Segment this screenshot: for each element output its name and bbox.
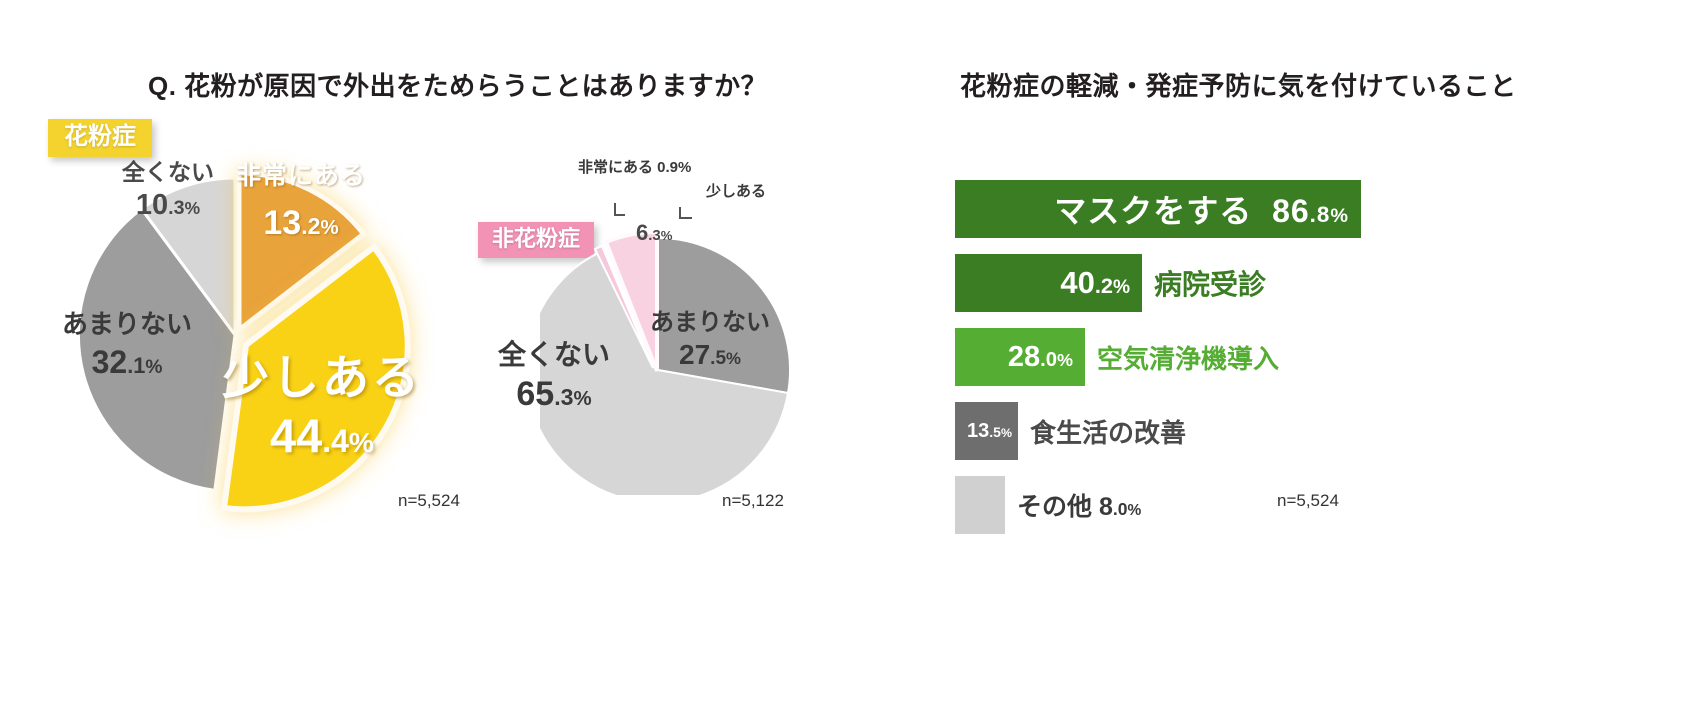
pie1-label-hijou-ni-aru-value: 13.2% [263, 203, 339, 242]
bar-other-label: その他 8.0% [1017, 493, 1142, 521]
pie1-label-amari-nai-name: あまりない [62, 309, 193, 339]
pie1-label-mattaku-nai: 全くない 10.3% [122, 159, 214, 222]
pie2-label-amari-nai-value: 27.5% [679, 339, 741, 371]
pie-chart-hikafunsho [540, 185, 840, 495]
bar-row-diet: 13.5% 食生活の改善 [955, 402, 1186, 460]
pie2-callout-sukoshi-aru: 少しある [706, 183, 767, 200]
bar-air-purifier-value: 28.0% [1007, 340, 1073, 373]
bar-diet: 13.5% [955, 402, 1018, 460]
pie1-slice-amari-nai [76, 206, 237, 492]
sample-size-note-left: n=5,524 [398, 491, 460, 510]
badge-hikafunsho: 非花粉症 [478, 222, 595, 259]
bar-row-hospital: 40.2% 病院受診 [955, 254, 1266, 312]
pie2-slice-amari-nai [657, 236, 791, 395]
pie2-label-amari-nai-name: あまりない [650, 309, 770, 336]
pie1-label-hijou-ni-aru: 非常にある 13.2% [236, 162, 367, 242]
pie-chart-kafunsho [24, 140, 494, 540]
pie2-label-amari-nai: あまりない 27.5% [650, 309, 770, 371]
page-title-right: 花粉症の軽減・発症予防に気を付けていること [960, 71, 1517, 101]
pie2-leader-line-hijou [614, 203, 625, 216]
bar-air-purifier: 28.0% [955, 328, 1085, 386]
pie2-slice-hijou-ni-aru [593, 244, 654, 369]
bar-diet-value: 13.5% [967, 419, 1012, 442]
bar-hospital-value: 40.2% [1060, 265, 1130, 300]
bar-other [955, 476, 1005, 534]
pie1-label-sukoshi-aru: 少しある 44.4% [222, 352, 422, 461]
pie1-label-amari-nai-value: 32.1% [91, 343, 163, 380]
pie1-slice-hijou-ni-aru [236, 170, 368, 336]
bar-hospital: 40.2% [955, 254, 1142, 312]
pie1-label-mattaku-nai-name: 全くない [122, 159, 214, 185]
pie2-callout-hijou-ni-aru: 非常にある 0.9% [578, 159, 692, 176]
pie1-label-amari-nai: あまりない 32.1% [62, 310, 192, 380]
pie2-slice-sukoshi-aru [603, 229, 659, 372]
pie-chart-hikafunsho-svg [540, 203, 791, 495]
pie1-label-hijou-ni-aru-name: 非常にある [236, 162, 367, 190]
pie1-label-mattaku-nai-value: 10.3% [135, 189, 201, 222]
pie2-leader-line-sukoshi [679, 207, 692, 219]
page-title-left: Q. 花粉が原因で外出をためらうことはありますか？ [148, 71, 768, 101]
pie-chart-kafunsho-svg [76, 170, 411, 513]
pie1-slice-hijou-ni-aru-group [236, 170, 368, 336]
bar-chart-prevention: マスクをする 86.8% 40.2% 病院受診 28.0% 空気清浄機導入 13… [955, 180, 1575, 535]
pie2-label-mattaku-nai-name: 全くない [498, 339, 611, 370]
pie1-label-sukoshi-aru-name: 少しある [222, 351, 422, 404]
pie2-label-mattaku-nai: 全くない 65.3% [498, 339, 611, 413]
pie1-slice-mattaku-nai [139, 176, 237, 340]
pie1-label-sukoshi-aru-value: 44.4% [269, 408, 374, 462]
bar-mask-label: マスクをする 86.8% [1054, 193, 1349, 229]
sample-size-note-right: n=5,524 [1277, 491, 1339, 510]
bar-air-purifier-label: 空気清浄機導入 [1097, 343, 1280, 374]
sample-size-note-middle: n=5,122 [722, 491, 784, 510]
pie1-slice-sukoshi-aru-group [220, 242, 411, 513]
bar-row-other: その他 8.0% [955, 476, 1141, 534]
badge-kafunsho: 花粉症 [48, 119, 152, 158]
bar-row-air-purifier: 28.0% 空気清浄機導入 [955, 328, 1279, 386]
pie1-slice-sukoshi-aru [220, 242, 411, 513]
bar-mask: マスクをする 86.8% [955, 180, 1361, 238]
pie2-label-mattaku-nai-value: 65.3% [516, 374, 592, 413]
pie2-slice-mattaku-nai [540, 250, 790, 495]
bar-hospital-label: 病院受診 [1154, 269, 1267, 300]
bar-row-mask: マスクをする 86.8% [955, 180, 1361, 238]
bar-diet-label: 食生活の改善 [1030, 417, 1187, 448]
pie2-label-sukoshi-aru-value: 6.3% [636, 220, 673, 245]
